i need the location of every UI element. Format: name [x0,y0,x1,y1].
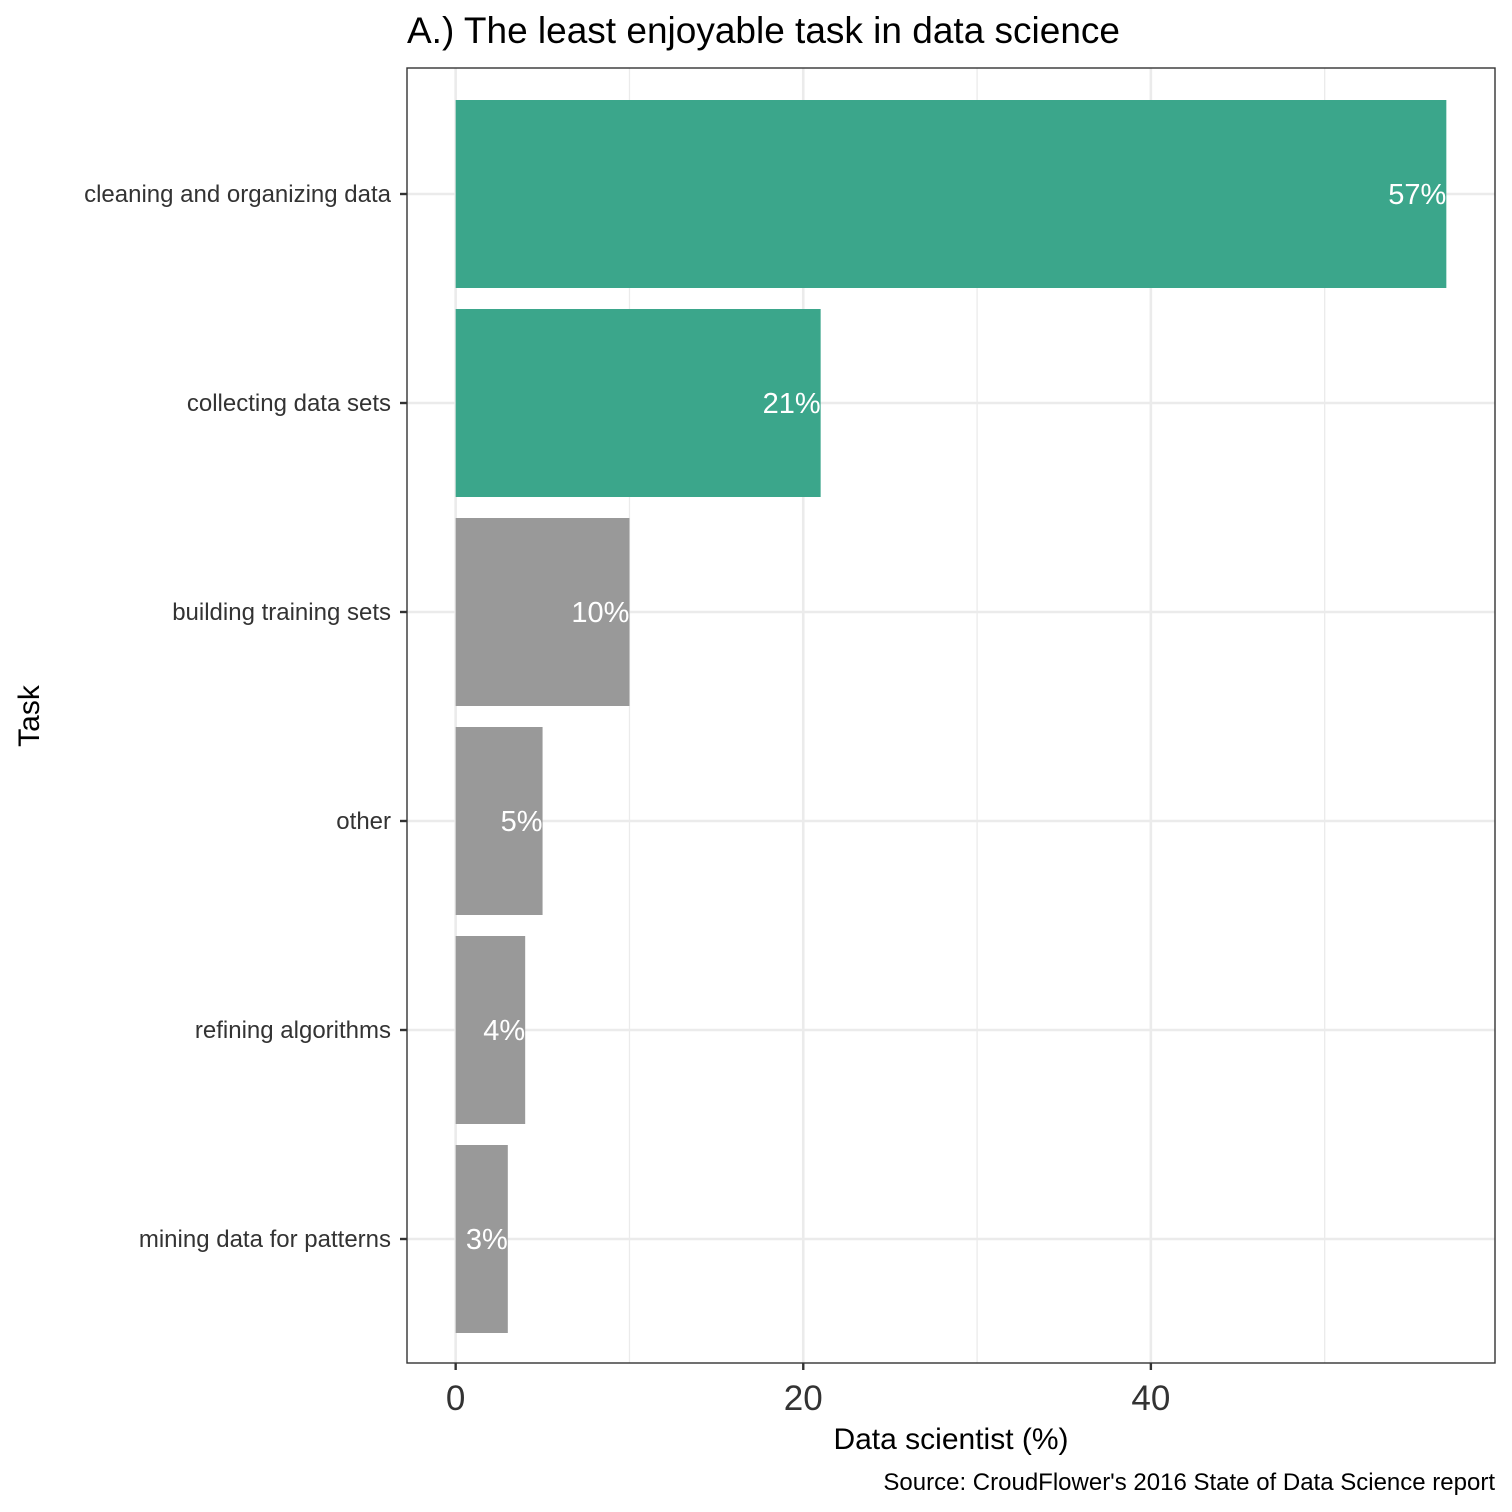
data-label: 4% [483,1015,525,1047]
x-tick-label: 20 [784,1379,823,1418]
y-tick-label: refining algorithms [195,1017,391,1044]
data-label: 10% [571,597,629,629]
panel-border [406,67,1496,1364]
y-axis-title: Task [13,684,46,747]
data-label: 57% [1388,179,1446,211]
bar [455,1145,508,1333]
bar [455,309,821,497]
data-label: 21% [763,388,821,420]
y-tick-label: mining data for patterns [139,1226,391,1253]
x-axis-title: Data scientist (%) [833,1423,1068,1456]
x-axis: 0 20 40 [446,1363,1170,1418]
data-label: 5% [501,806,543,838]
x-tick-label: 40 [1131,1379,1170,1418]
bar [455,100,1447,288]
y-tick-label: building training sets [172,599,391,626]
chart-caption: Source: CroudFlower's 2016 State of Data… [883,1469,1495,1496]
bar [455,518,630,706]
y-axis: cleaning and organizing data collecting d… [84,181,407,1253]
chart-title: A.) The least enjoyable task in data sci… [407,10,1120,51]
bars [455,100,1447,1333]
data-labels: 57% 21% 10% 5% 4% 3% [466,179,1446,1256]
bar [455,727,543,915]
data-label: 3% [466,1224,508,1256]
y-tick-label: collecting data sets [187,390,391,417]
bar [455,936,526,1124]
y-tick-label: cleaning and organizing data [84,181,392,208]
y-tick-label: other [336,808,391,835]
x-tick-label: 0 [446,1379,465,1418]
